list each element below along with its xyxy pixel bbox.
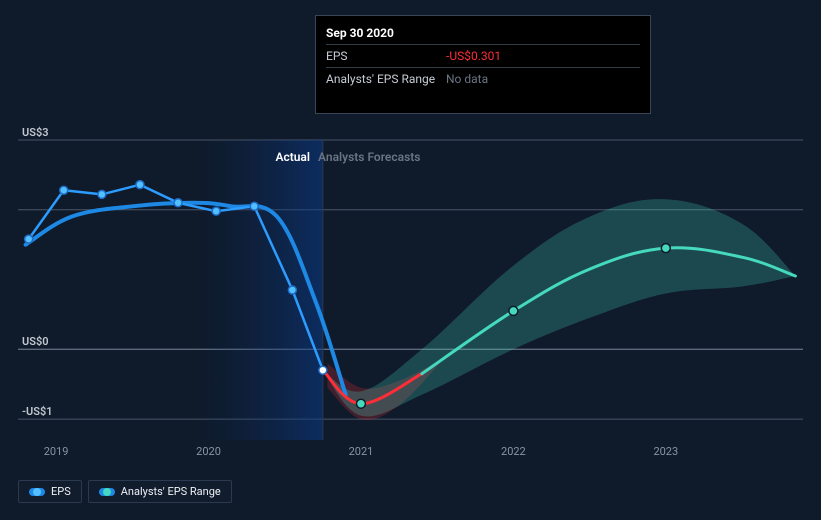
eps-marker-current bbox=[319, 366, 327, 374]
legend-dot-icon bbox=[33, 488, 41, 496]
tooltip-row-value: No data bbox=[446, 70, 488, 88]
eps-chart: Actual Analysts Forecasts US$3US$0-US$1 … bbox=[18, 120, 803, 440]
x-axis-label: 2023 bbox=[653, 445, 678, 458]
eps-marker bbox=[288, 286, 296, 294]
tooltip-row: EPS-US$0.301 bbox=[326, 44, 640, 65]
x-axis-label: 2020 bbox=[196, 445, 221, 458]
forecast-marker bbox=[356, 399, 365, 408]
legend-dot-icon bbox=[103, 488, 111, 496]
y-axis-label: US$0 bbox=[22, 335, 49, 348]
legend-label: Analysts' EPS Range bbox=[121, 485, 221, 498]
region-label-actual: Actual bbox=[275, 150, 310, 164]
eps-marker bbox=[98, 190, 106, 198]
chart-svg bbox=[18, 120, 803, 440]
eps-marker bbox=[250, 202, 258, 210]
hover-tooltip: Sep 30 2020 EPS-US$0.301Analysts' EPS Ra… bbox=[315, 15, 651, 114]
tooltip-row-label: Analysts' EPS Range bbox=[326, 70, 446, 88]
eps-marker bbox=[60, 186, 68, 194]
legend-swatch bbox=[29, 488, 45, 496]
legend-item[interactable]: EPS bbox=[18, 480, 82, 503]
legend-swatch bbox=[99, 488, 115, 496]
tooltip-date: Sep 30 2020 bbox=[326, 24, 640, 42]
x-axis-label: 2022 bbox=[501, 445, 526, 458]
y-axis-label: -US$1 bbox=[22, 405, 53, 418]
x-axis-label: 2021 bbox=[349, 445, 374, 458]
chart-legend: EPS Analysts' EPS Range bbox=[18, 480, 232, 503]
x-axis-label: 2019 bbox=[44, 445, 69, 458]
eps-marker bbox=[136, 181, 144, 189]
eps-marker bbox=[212, 207, 220, 215]
forecast-band bbox=[323, 199, 796, 416]
legend-item[interactable]: Analysts' EPS Range bbox=[88, 480, 232, 503]
tooltip-row-value: -US$0.301 bbox=[446, 47, 501, 65]
actual-shade bbox=[193, 140, 323, 440]
eps-marker bbox=[174, 199, 182, 207]
y-axis-label: US$3 bbox=[22, 126, 49, 139]
legend-label: EPS bbox=[51, 485, 71, 498]
tooltip-row-label: EPS bbox=[326, 47, 446, 65]
forecast-marker bbox=[509, 306, 518, 315]
tooltip-row: Analysts' EPS RangeNo data bbox=[326, 67, 640, 88]
region-label-forecast: Analysts Forecasts bbox=[318, 150, 420, 164]
forecast-marker bbox=[661, 244, 670, 253]
eps-marker bbox=[25, 235, 33, 243]
